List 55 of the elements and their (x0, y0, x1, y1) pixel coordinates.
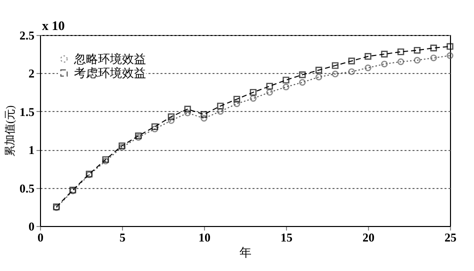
y-tick-label: 1 (28, 143, 34, 158)
point (299, 71, 306, 78)
y-tick-label: 0 (28, 220, 34, 234)
point (168, 117, 175, 124)
point (299, 79, 306, 86)
x-axis-title: 年 (240, 246, 252, 260)
point (233, 96, 240, 103)
point (250, 95, 257, 102)
point (184, 106, 191, 112)
point (200, 111, 208, 118)
y-tick-label: 1.5 (20, 104, 34, 119)
x-tick-label: 5 (120, 230, 126, 244)
y-tick-label: 2.5 (20, 28, 34, 42)
y-tick-label: 0.5 (20, 181, 34, 196)
point (217, 108, 224, 115)
point (282, 84, 290, 90)
point (168, 113, 175, 120)
point (446, 43, 454, 50)
point (151, 126, 158, 132)
x-tick-label: 25 (444, 230, 456, 244)
point (266, 82, 273, 90)
point (282, 76, 290, 84)
y-axis-title: 累加值(元) (4, 105, 16, 157)
point (348, 58, 355, 64)
point (364, 64, 372, 72)
legend-label: 考虑环境效益 (74, 66, 146, 80)
point (364, 53, 372, 60)
point (348, 68, 355, 76)
point (266, 88, 273, 96)
point (315, 66, 322, 74)
point (233, 100, 240, 108)
x-tick-label: 20 (362, 230, 374, 244)
x-tick-label: 0 (38, 230, 44, 244)
point (217, 102, 224, 110)
point (414, 46, 421, 54)
point (397, 48, 404, 56)
point (381, 60, 388, 68)
point (315, 74, 322, 80)
text: x 10 (42, 18, 65, 33)
y-tick-label: 2 (28, 66, 34, 81)
legend-label: 忽略环境效益 (73, 52, 146, 66)
point (430, 44, 437, 52)
point (151, 123, 158, 130)
point (200, 114, 208, 122)
point (184, 110, 191, 116)
x-tick-label: 15 (280, 230, 292, 244)
point (381, 50, 388, 58)
point (397, 58, 404, 66)
point (414, 56, 421, 64)
point (332, 62, 339, 69)
point (446, 52, 454, 59)
point (332, 70, 339, 78)
point (250, 88, 257, 96)
x-tick-label: 10 (198, 230, 210, 244)
point (430, 54, 437, 62)
